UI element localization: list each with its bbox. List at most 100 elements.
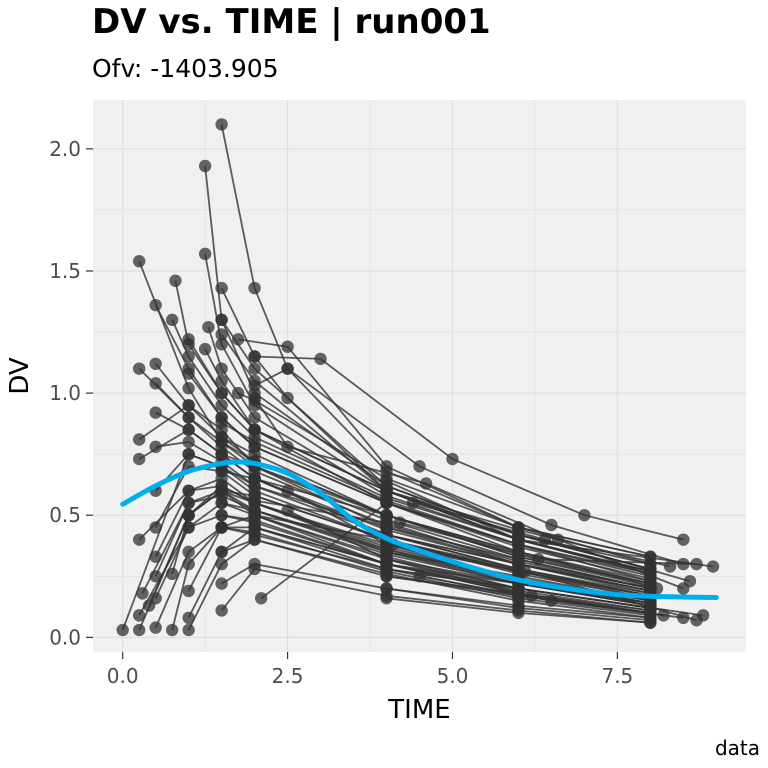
- y-tick-label: 0.5: [49, 503, 81, 527]
- data-point: [182, 557, 195, 571]
- data-point: [182, 509, 195, 522]
- data-point: [182, 447, 195, 461]
- data-point: [149, 550, 162, 563]
- data-point: [182, 435, 195, 449]
- data-point: [248, 362, 261, 375]
- data-point: [149, 621, 162, 634]
- data-point: [132, 255, 146, 268]
- axis-layer: 0.0 2.5 5.0 7.5 0.0 0.5 1.0 1.5 2.0: [49, 137, 633, 688]
- data-point: [215, 118, 228, 131]
- data-point: [215, 281, 228, 295]
- y-tick-label: 1.0: [49, 381, 81, 405]
- data-point: [215, 465, 228, 478]
- data-point: [380, 484, 393, 497]
- subject-line: [187, 538, 651, 631]
- data-point: [406, 496, 420, 510]
- data-point: [690, 614, 703, 627]
- data-point: [650, 582, 664, 595]
- data-point: [149, 440, 162, 454]
- data-point: [132, 623, 146, 637]
- data-point: [538, 533, 552, 546]
- data-point: [248, 281, 261, 295]
- data-point: [182, 350, 195, 363]
- data-point: [198, 247, 212, 261]
- data-point: [683, 574, 697, 588]
- data-point: [182, 367, 195, 380]
- data-point: [231, 386, 245, 400]
- data-point: [248, 533, 261, 546]
- data-point: [281, 484, 294, 497]
- data-point: [512, 606, 525, 620]
- data-point: [281, 391, 294, 405]
- data-point: [248, 509, 261, 522]
- y-tick-label: 0.0: [49, 625, 81, 649]
- data-point: [248, 562, 261, 576]
- data-point: [149, 357, 162, 370]
- data-point: [182, 411, 195, 424]
- data-point: [215, 399, 228, 412]
- data-point: [215, 338, 228, 351]
- data-point: [248, 435, 261, 449]
- data-point: [545, 518, 558, 532]
- data-point: [149, 592, 162, 605]
- y-tick-label: 1.5: [49, 259, 81, 283]
- data-point: [182, 623, 195, 637]
- data-point: [182, 545, 195, 559]
- chart-title: DV vs. TIME | run001: [92, 2, 491, 42]
- data-point: [690, 557, 703, 571]
- data-point: [149, 298, 162, 312]
- data-point: [248, 447, 261, 461]
- subject-line: [260, 501, 651, 600]
- data-point: [165, 313, 179, 327]
- data-point: [413, 460, 426, 473]
- data-point: [149, 570, 162, 583]
- data-point: [215, 484, 228, 497]
- subject-line: [287, 490, 651, 600]
- data-point: [248, 411, 261, 424]
- data-point: [182, 484, 195, 497]
- data-point: [182, 584, 195, 598]
- data-point: [182, 399, 195, 412]
- data-point: [149, 406, 162, 419]
- data-point: [215, 313, 228, 327]
- data-point: [215, 362, 228, 375]
- data-point: [165, 623, 179, 637]
- data-point: [202, 320, 215, 334]
- data-point: [215, 447, 228, 461]
- data-point: [380, 570, 393, 583]
- data-point: [380, 592, 393, 605]
- data-point: [380, 516, 393, 529]
- data-point: [578, 509, 591, 522]
- data-point: [380, 545, 393, 559]
- data-point: [512, 557, 525, 571]
- data-point: [132, 362, 146, 375]
- data-point: [706, 560, 720, 573]
- data-point: [380, 496, 393, 510]
- x-tick-label: 2.5: [272, 664, 304, 688]
- data-point: [380, 582, 393, 595]
- data-point: [281, 504, 294, 517]
- data-point: [231, 333, 245, 346]
- data-point: [136, 587, 149, 600]
- data-point: [215, 521, 228, 534]
- data-point: [182, 333, 195, 346]
- data-point: [380, 460, 393, 473]
- data-point: [677, 533, 690, 546]
- data-point: [248, 350, 261, 363]
- data-point: [446, 452, 459, 466]
- data-point: [215, 328, 228, 341]
- data-point: [380, 474, 393, 488]
- data-point: [393, 516, 406, 529]
- x-tick-label: 5.0: [437, 664, 469, 688]
- data-point: [198, 159, 212, 173]
- data-point: [512, 523, 525, 537]
- data-point: [215, 416, 228, 429]
- data-point: [281, 340, 294, 353]
- data-point: [215, 604, 228, 617]
- data-point: [532, 552, 545, 566]
- data-point: [248, 391, 261, 405]
- data-point: [281, 362, 294, 375]
- data-point: [314, 352, 327, 366]
- data-point: [182, 496, 195, 510]
